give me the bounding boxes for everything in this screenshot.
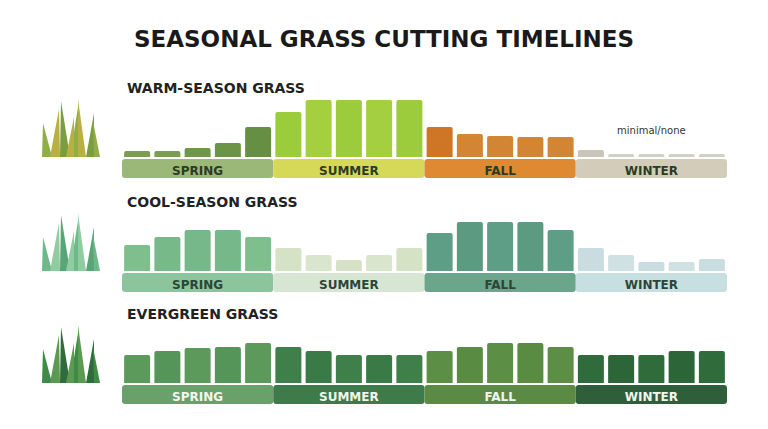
- svg-text:SPRING: SPRING: [172, 164, 223, 178]
- svg-text:minimal/none: minimal/none: [617, 125, 686, 136]
- svg-text:WARM-SEASON GRASS: WARM-SEASON GRASS: [127, 80, 305, 96]
- svg-text:SPRING: SPRING: [172, 278, 223, 292]
- svg-text:SUMMER: SUMMER: [319, 164, 379, 178]
- svg-text:FALL: FALL: [484, 390, 516, 404]
- svg-text:SEASONAL GRASS CUTTING TIMELIN: SEASONAL GRASS CUTTING TIMELINES: [134, 26, 634, 52]
- svg-text:FALL: FALL: [484, 164, 516, 178]
- svg-text:WINTER: WINTER: [625, 164, 678, 178]
- svg-text:COOL-SEASON GRASS: COOL-SEASON GRASS: [127, 194, 298, 210]
- svg-text:SUMMER: SUMMER: [319, 278, 379, 292]
- svg-text:SPRING: SPRING: [172, 390, 223, 404]
- svg-text:WINTER: WINTER: [625, 390, 678, 404]
- svg-text:WINTER: WINTER: [625, 278, 678, 292]
- svg-text:SUMMER: SUMMER: [319, 390, 379, 404]
- svg-text:EVERGREEN GRASS: EVERGREEN GRASS: [127, 306, 278, 322]
- svg-text:FALL: FALL: [484, 278, 516, 292]
